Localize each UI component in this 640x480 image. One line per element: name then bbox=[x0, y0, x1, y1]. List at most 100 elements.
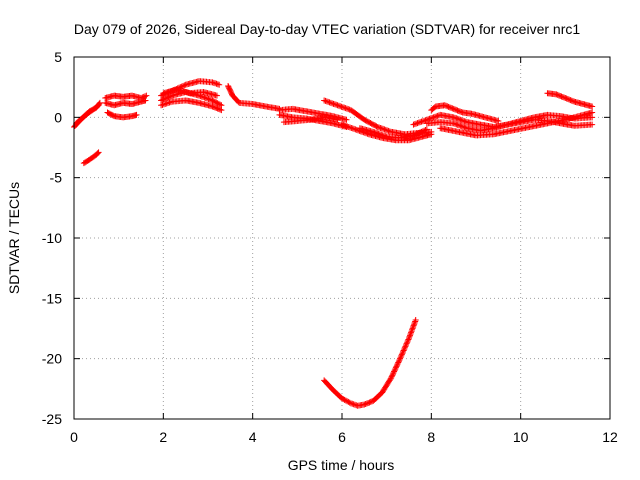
data-point bbox=[401, 344, 408, 351]
data-point bbox=[402, 343, 409, 350]
x-tick-label: 10 bbox=[513, 429, 529, 445]
y-tick-label: -20 bbox=[42, 351, 62, 367]
x-tick-labels: 0 2 4 6 8 10 12 bbox=[70, 429, 618, 445]
data-point bbox=[403, 341, 410, 348]
data-point bbox=[342, 397, 349, 404]
data-point bbox=[212, 98, 219, 105]
data-point bbox=[408, 328, 415, 335]
data-point bbox=[446, 104, 453, 111]
data-point bbox=[411, 319, 418, 326]
data-point bbox=[142, 97, 149, 104]
series-arc-a2 bbox=[73, 99, 103, 127]
data-point bbox=[563, 95, 570, 102]
series-arc-j bbox=[544, 90, 596, 110]
data-point bbox=[453, 106, 460, 113]
data-point bbox=[213, 105, 220, 112]
data-point bbox=[366, 399, 373, 406]
data-point bbox=[589, 109, 596, 116]
data-point bbox=[400, 348, 407, 355]
data-point bbox=[96, 100, 103, 107]
x-tick-label: 8 bbox=[427, 429, 435, 445]
data-point bbox=[557, 92, 564, 99]
series-arc-g3 bbox=[280, 114, 341, 126]
data-point bbox=[365, 399, 372, 406]
y-tick-label: -10 bbox=[42, 230, 62, 246]
y-tick-label: -25 bbox=[42, 411, 62, 427]
data-point bbox=[450, 105, 457, 112]
series-arc-h3 bbox=[356, 125, 430, 141]
series-arc-c bbox=[102, 92, 150, 102]
data-point bbox=[396, 356, 403, 363]
data-point bbox=[428, 131, 435, 138]
data-point bbox=[569, 98, 576, 105]
data-point bbox=[567, 97, 574, 104]
data-point bbox=[405, 336, 412, 343]
data-point bbox=[451, 106, 458, 113]
data-point bbox=[495, 117, 502, 124]
series-arc-e3 bbox=[158, 97, 225, 114]
x-tick-label: 0 bbox=[70, 429, 78, 445]
data-point bbox=[363, 400, 370, 407]
data-point bbox=[341, 396, 348, 403]
data-point bbox=[555, 92, 562, 99]
data-point bbox=[388, 373, 395, 380]
data-point bbox=[210, 98, 217, 105]
data-point bbox=[399, 350, 406, 357]
data-point bbox=[213, 99, 220, 106]
data-point bbox=[215, 100, 222, 107]
data-point bbox=[212, 104, 219, 111]
data-point bbox=[214, 105, 221, 112]
data-point bbox=[367, 398, 374, 405]
data-point bbox=[417, 129, 424, 136]
data-point bbox=[441, 102, 448, 109]
data-point bbox=[94, 150, 101, 157]
data-point bbox=[566, 96, 573, 103]
x-axis-label: GPS time / hours bbox=[288, 457, 395, 473]
series-arc-i3 bbox=[428, 102, 502, 124]
data-point bbox=[213, 92, 220, 99]
data-point bbox=[561, 94, 568, 101]
data-point bbox=[209, 103, 216, 110]
data-point bbox=[401, 346, 408, 353]
data-point bbox=[406, 333, 413, 340]
data-point bbox=[407, 330, 414, 337]
grid-lines bbox=[74, 57, 610, 419]
data-point bbox=[423, 126, 430, 133]
data-point bbox=[413, 131, 420, 138]
data-point bbox=[394, 362, 401, 369]
data-point bbox=[179, 82, 186, 89]
series-arc-f bbox=[225, 82, 283, 112]
data-point bbox=[395, 359, 402, 366]
y-tick-label: 5 bbox=[54, 49, 62, 65]
data-point bbox=[96, 99, 103, 106]
data-point bbox=[343, 116, 350, 123]
data-point bbox=[448, 104, 455, 111]
data-point bbox=[334, 116, 341, 123]
y-tick-labels: 5 0 -5 -10 -15 -20 -25 bbox=[42, 49, 62, 427]
data-point bbox=[215, 106, 222, 113]
data-point bbox=[209, 97, 216, 104]
data-point bbox=[454, 107, 461, 114]
data-point bbox=[449, 105, 456, 112]
x-tick-label: 4 bbox=[249, 429, 257, 445]
data-point bbox=[408, 329, 415, 336]
data-point bbox=[339, 395, 345, 402]
data-point bbox=[397, 354, 404, 361]
y-tick-label: 0 bbox=[54, 109, 62, 125]
data-point bbox=[589, 103, 596, 110]
data-point bbox=[443, 102, 450, 109]
data-point bbox=[554, 91, 561, 98]
data-point bbox=[558, 93, 565, 100]
data-point bbox=[403, 340, 410, 347]
data-point bbox=[414, 130, 421, 137]
data-point bbox=[344, 398, 351, 405]
data-point bbox=[553, 91, 560, 98]
data-point bbox=[410, 324, 417, 331]
series-arc-k bbox=[321, 317, 419, 409]
series-arc-e4 bbox=[160, 86, 220, 99]
data-point bbox=[412, 317, 419, 324]
data-point bbox=[400, 347, 407, 354]
data-point bbox=[418, 128, 425, 135]
data-point bbox=[411, 131, 418, 138]
data-point bbox=[415, 130, 422, 137]
